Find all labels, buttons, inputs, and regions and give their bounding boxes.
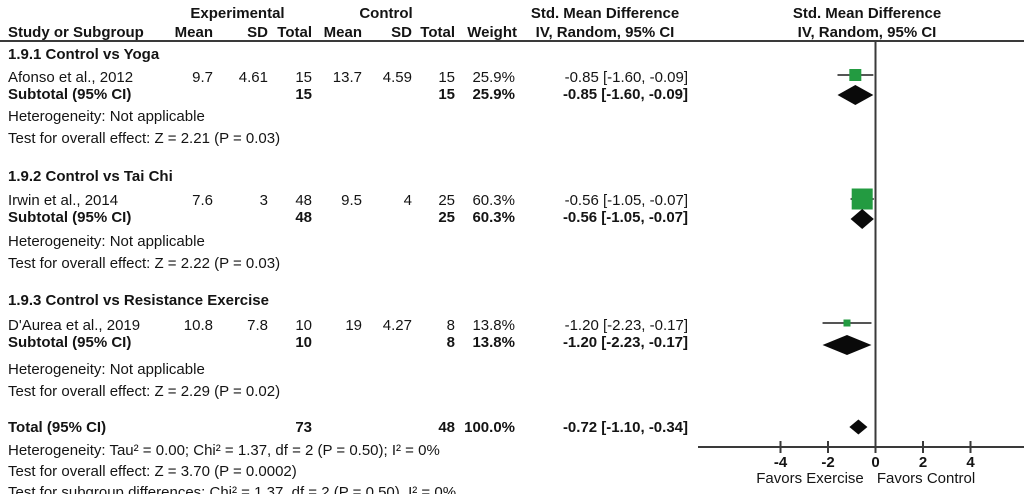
study-total-exp: 48 (295, 192, 312, 209)
overall-effect-note: Test for overall effect: Z = 2.21 (P = 0… (8, 130, 281, 147)
subtotal-total-exp: 15 (295, 86, 312, 103)
study-sd-ctl: 4.27 (382, 317, 412, 334)
axis-tick-label: -2 (821, 454, 835, 471)
study-mean-exp: 7.6 (192, 192, 213, 209)
heterogeneity-note: Heterogeneity: Not applicable (8, 108, 205, 125)
experimental-group-header: Experimental (190, 5, 285, 22)
study-ci-text: -0.56 [-1.05, -0.07] (564, 192, 688, 209)
axis-tick-label: 4 (966, 454, 975, 471)
study-weight: 25.9% (472, 69, 515, 86)
study-weight: 13.8% (472, 317, 515, 334)
subgroup-title: 1.9.3 Control vs Resistance Exercise (8, 292, 269, 309)
total-total-exp: 73 (295, 419, 312, 436)
study-name: Irwin et al., 2014 (8, 192, 119, 209)
subtotal-total-exp: 10 (295, 334, 312, 351)
study-mean-exp: 10.8 (183, 317, 213, 334)
total-overall-effect-note: Test for overall effect: Z = 3.70 (P = 0… (8, 463, 297, 480)
study-name: D'Aurea et al., 2019 (8, 317, 141, 334)
axis-tick-label: 2 (918, 454, 928, 471)
subgroup-title: 1.9.1 Control vs Yoga (8, 46, 160, 63)
total-ci-text: -0.72 [-1.10, -0.34] (562, 419, 688, 436)
subtotal-weight: 60.3% (472, 209, 515, 226)
total-total-ctl: 48 (438, 419, 455, 436)
subtotal-total-exp: 48 (295, 209, 312, 226)
study-ci-text: -1.20 [-2.23, -0.17] (564, 317, 688, 334)
study-name: Afonso et al., 2012 (8, 69, 134, 86)
study-total-ctl: 25 (438, 192, 455, 209)
total-ctl-col-header: Total (420, 24, 455, 41)
study-mean-ctl: 13.7 (332, 69, 362, 86)
study-sd-exp: 4.61 (238, 69, 268, 86)
study-sd-ctl: 4.59 (382, 69, 412, 86)
study-weight: 60.3% (472, 192, 515, 209)
subtotal-total-ctl: 25 (438, 209, 455, 226)
sd-exp-col-header: SD (247, 24, 268, 41)
control-group-header: Control (359, 5, 413, 22)
total-label: Total (95% CI) (8, 419, 107, 436)
overall-effect-note: Test for overall effect: Z = 2.22 (P = 0… (8, 255, 281, 272)
effect-header-right: Std. Mean Difference (792, 5, 942, 22)
subtotal-ci-text: -0.56 [-1.05, -0.07] (562, 209, 688, 226)
mean-ctl-col-header: Mean (323, 24, 362, 41)
total-weight: 100.0% (464, 419, 515, 436)
axis-tick-label: 0 (871, 454, 880, 471)
subtotal-weight: 13.8% (472, 334, 515, 351)
total-exp-col-header: Total (277, 24, 312, 41)
study-sd-exp: 7.8 (247, 317, 268, 334)
subtotal-label: Subtotal (95% CI) (8, 86, 132, 103)
study-total-exp: 15 (295, 69, 312, 86)
weight-col-header: Weight (467, 24, 517, 41)
study-mean-ctl: 9.5 (341, 192, 362, 209)
subtotal-ci-text: -0.85 [-1.60, -0.09] (562, 86, 688, 103)
total-heterogeneity-note: Heterogeneity: Tau² = 0.00; Chi² = 1.37,… (8, 442, 440, 459)
subtotal-label: Subtotal (95% CI) (8, 334, 132, 351)
heterogeneity-note: Heterogeneity: Not applicable (8, 233, 205, 250)
subgroup-title: 1.9.2 Control vs Tai Chi (8, 168, 173, 185)
subtotal-total-ctl: 15 (438, 86, 455, 103)
study-sd-ctl: 4 (403, 192, 412, 209)
study-total-exp: 10 (295, 317, 312, 334)
study-total-ctl: 8 (446, 317, 455, 334)
axis-tick-label: -4 (773, 454, 788, 471)
study-sd-exp: 3 (259, 192, 268, 209)
favors-left-label: Favors Exercise (756, 470, 864, 487)
subtotal-total-ctl: 8 (446, 334, 455, 351)
study-ci-text: -0.85 [-1.60, -0.09] (564, 69, 688, 86)
overall-effect-note: Test for overall effect: Z = 2.29 (P = 0… (8, 383, 281, 400)
subgroup-differences-note: Test for subgroup differences: Chi² = 1.… (8, 484, 457, 494)
effect-header-left: Std. Mean Difference (530, 5, 680, 22)
favors-right-label: Favors Control (876, 470, 976, 487)
study-mean-exp: 9.7 (192, 69, 213, 86)
mean-exp-col-header: Mean (174, 24, 213, 41)
method-header-right: IV, Random, 95% CI (797, 24, 937, 41)
heterogeneity-note: Heterogeneity: Not applicable (8, 361, 205, 378)
study-col-header: Study or Subgroup (8, 24, 144, 41)
study-mean-ctl: 19 (345, 317, 362, 334)
study-total-ctl: 15 (438, 69, 455, 86)
subtotal-ci-text: -1.20 [-2.23, -0.17] (562, 334, 688, 351)
subtotal-label: Subtotal (95% CI) (8, 209, 132, 226)
sd-ctl-col-header: SD (391, 24, 412, 41)
subtotal-weight: 25.9% (472, 86, 515, 103)
method-header-left: IV, Random, 95% CI (535, 24, 675, 41)
